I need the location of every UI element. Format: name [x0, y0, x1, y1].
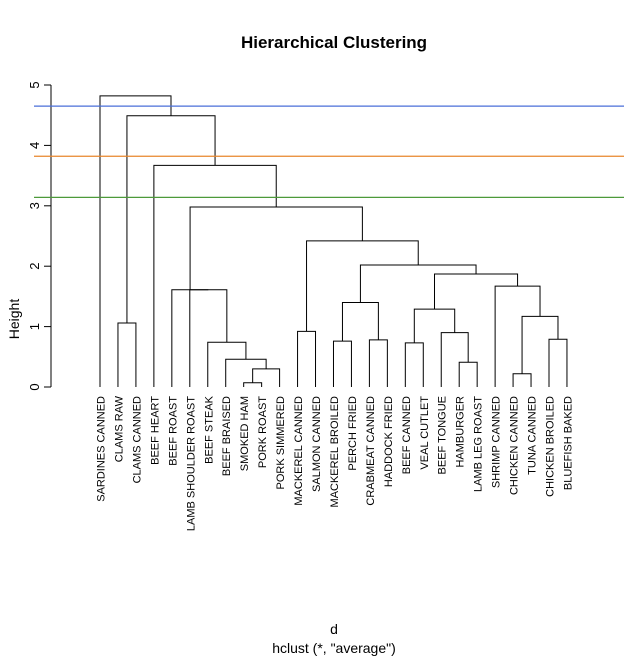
leaf-label: BEEF HEART — [149, 396, 161, 465]
leaf-label: SMOKED HAM — [239, 396, 251, 471]
leaf-label: MACKEREL CANNED — [293, 396, 305, 506]
leaf-label: CHICKEN CANNED — [509, 396, 521, 495]
y-axis-label: Height — [6, 299, 22, 340]
y-axis: 0 1 2 3 4 5 — [27, 81, 52, 391]
dendrogram-link — [548, 338, 568, 387]
y-tick-label: 5 — [27, 81, 42, 88]
leaf-labels: SARDINES CANNED CLAMS RAW CLAMS CANNED BEEF… — [96, 395, 575, 531]
dendrogram-link — [306, 240, 419, 332]
dendrogram-link — [494, 285, 541, 387]
dendrogram-link — [252, 368, 281, 387]
leaf-label: BEEF CANNED — [401, 396, 413, 474]
chart-title: Hierarchical Clustering — [241, 33, 427, 52]
dendrogram-link — [189, 206, 363, 290]
leaf-label: SARDINES CANNED — [96, 396, 108, 502]
leaf-label: PERCH FRIED — [347, 396, 359, 471]
y-tick-label: 2 — [27, 263, 42, 270]
dendrogram-link — [243, 382, 263, 387]
leaf-label: BEEF TONGUE — [437, 396, 449, 474]
dendrogram-link — [512, 373, 532, 387]
leaf-label: PORK SIMMERED — [275, 396, 287, 490]
y-tick-label: 4 — [27, 142, 42, 149]
leaf-label: CLAMS CANNED — [131, 396, 143, 483]
dendrogram-link — [440, 332, 469, 387]
dendrogram-link — [521, 315, 559, 374]
leaf-label: CLAMS RAW — [113, 395, 125, 462]
dendrogram-link — [207, 341, 247, 387]
leaf-label: LAMB LEG ROAST — [473, 396, 485, 492]
dendrogram-tree — [99, 95, 568, 387]
leaf-label: BEEF ROAST — [167, 396, 179, 466]
leaf-label: VEAL CUTLET — [419, 396, 431, 470]
dendrogram-link — [434, 273, 519, 310]
leaf-label: CHICKEN BROILED — [545, 396, 557, 497]
dendrogram-link — [126, 115, 216, 323]
dendrogram-link — [189, 289, 228, 387]
dendrogram-link — [171, 289, 209, 387]
leaf-label: CRABMEAT CANNED — [365, 396, 377, 506]
dendrogram-link — [404, 342, 424, 387]
leaf-label: SHRIMP CANNED — [491, 396, 503, 488]
dendrogram-link — [413, 308, 456, 343]
y-tick-label: 1 — [27, 323, 42, 330]
x-axis-label: d — [330, 621, 338, 637]
y-tick-label: 0 — [27, 383, 42, 390]
leaf-label: HADDOCK FRIED — [383, 396, 395, 487]
y-tick-label: 3 — [27, 202, 42, 209]
leaf-label: BLUEFISH BAKED — [562, 396, 574, 490]
chart-subtitle: hclust (*, "average") — [272, 640, 396, 656]
leaf-label: BEEF BRAISED — [221, 396, 233, 476]
dendrogram-link — [341, 301, 379, 342]
leaf-label: TUNA CANNED — [527, 396, 539, 475]
leaf-label: PORK ROAST — [257, 396, 269, 468]
dendrogram-link — [368, 339, 388, 387]
dendrogram-link — [458, 361, 478, 387]
leaf-label: BEEF STEAK — [203, 395, 215, 464]
leaf-label: MACKEREL BROILED — [329, 396, 341, 508]
leaf-label: LAMB SHOULDER ROAST — [185, 396, 197, 531]
dendrogram-link — [332, 340, 352, 387]
dendrogram-link — [297, 330, 317, 387]
cut-lines — [34, 105, 624, 198]
leaf-label: HAMBURGER — [455, 396, 467, 468]
dendrogram-link — [359, 264, 477, 303]
leaf-label: SALMON CANNED — [311, 396, 323, 492]
dendrogram-link — [117, 322, 137, 387]
